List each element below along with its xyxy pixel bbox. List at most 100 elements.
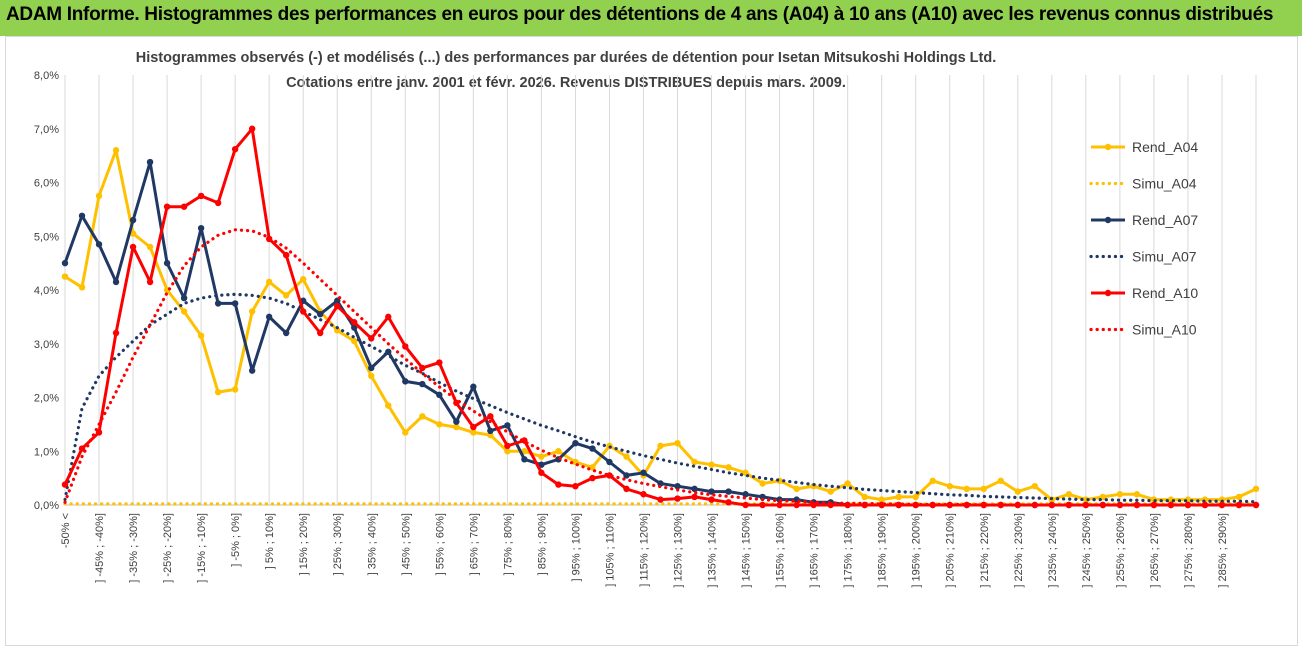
data-point	[419, 413, 426, 420]
data-point	[674, 439, 681, 447]
data-point	[776, 501, 783, 509]
legend-label: Rend_A07	[1132, 212, 1198, 228]
data-point	[657, 480, 664, 487]
chart-title: Histogrammes observés (-) et modélisés (…	[135, 50, 997, 66]
x-tick-label: ] 75% ; 80%]	[502, 513, 514, 575]
data-point	[725, 499, 732, 506]
data-point	[1065, 491, 1073, 498]
data-point	[214, 300, 222, 307]
legend-label: Simu_A07	[1132, 249, 1197, 265]
data-point	[351, 319, 358, 326]
data-point	[538, 469, 545, 476]
data-point	[112, 278, 120, 286]
data-point	[78, 284, 86, 291]
data-point	[1235, 493, 1243, 501]
data-point	[1048, 501, 1056, 509]
data-point	[1201, 501, 1209, 509]
data-point	[691, 485, 698, 493]
data-point	[61, 259, 69, 267]
data-point	[759, 501, 766, 509]
x-tick-label: ] 145% ; 150%]	[741, 513, 753, 588]
data-point	[436, 359, 443, 366]
x-tick-label: ] 125% ; 130%]	[673, 513, 685, 588]
data-point	[538, 453, 545, 460]
data-point	[470, 429, 477, 436]
data-point	[61, 481, 69, 488]
x-tick-label: ] 225% ; 230%]	[1013, 513, 1025, 588]
data-point	[674, 482, 681, 490]
x-tick-label: ] 215% ; 220%]	[979, 513, 991, 588]
data-point	[929, 477, 936, 485]
data-point	[368, 364, 375, 372]
x-tick-label: ] 265% ; 270%]	[1149, 513, 1161, 588]
legend-label: Rend_A10	[1132, 285, 1198, 301]
data-point	[1252, 501, 1260, 509]
data-point	[248, 308, 256, 315]
data-point	[368, 372, 375, 380]
legend-label: Simu_A10	[1132, 322, 1197, 338]
data-point	[248, 125, 256, 132]
data-point	[300, 308, 307, 315]
line-chart: 0,0% 1,0% 2,0% 3,0% 4,0% 5,0% 6,0% 7,0% 8,0% -50%…	[34, 70, 1260, 588]
data-point	[708, 496, 715, 503]
data-point	[214, 388, 222, 396]
data-point	[112, 147, 120, 154]
data-point	[385, 402, 392, 409]
data-point	[912, 493, 919, 501]
data-point	[129, 216, 137, 224]
data-point	[657, 496, 664, 503]
data-point	[1116, 501, 1124, 509]
data-point	[368, 335, 375, 342]
data-point	[129, 243, 137, 251]
data-point	[265, 313, 273, 321]
data-point	[1082, 496, 1090, 503]
data-point	[402, 343, 409, 350]
data-point	[793, 501, 800, 509]
legend-marker	[1104, 143, 1112, 151]
data-point	[589, 464, 596, 471]
x-tick-label: ] 35% ; 40%]	[366, 513, 378, 575]
data-point	[317, 310, 324, 318]
data-point	[997, 477, 1004, 485]
data-point	[146, 243, 154, 251]
data-point	[436, 391, 443, 399]
x-tick-label: ] 275% ; 280%]	[1183, 513, 1195, 588]
data-point	[146, 158, 154, 166]
data-point	[725, 464, 732, 471]
data-point	[606, 458, 613, 466]
data-point	[419, 364, 426, 372]
x-tick-label: ] -45% ; -40%]	[94, 513, 106, 583]
report-title: ADAM Informe. Histogrammes des performan…	[6, 4, 1274, 25]
data-point	[402, 429, 409, 436]
series-line-simu-a07	[63, 292, 1258, 504]
legend-marker	[1104, 216, 1112, 224]
data-point	[504, 442, 511, 450]
y-tick-label: 6,0%	[34, 178, 59, 190]
data-point	[725, 488, 732, 495]
data-point	[300, 276, 307, 283]
x-tick-label: ] 15% ; 20%]	[298, 513, 310, 575]
data-point	[231, 386, 239, 393]
data-point	[657, 442, 664, 450]
x-tick-label: ] 5% ; 10%]	[264, 513, 276, 569]
data-point	[504, 448, 511, 455]
data-point	[691, 458, 698, 466]
data-point	[1133, 491, 1141, 498]
data-point	[334, 297, 341, 304]
data-point	[197, 224, 205, 232]
x-tick-label: ] 185% ; 190%]	[877, 513, 889, 588]
x-tick-label: ] 285% ; 290%]	[1217, 513, 1229, 588]
data-point	[163, 203, 171, 210]
x-tick-label: ] 105% ; 110%]	[604, 513, 616, 587]
x-tick-label: ] 55% ; 60%]	[434, 513, 446, 575]
x-tick-label: ] 135% ; 140%]	[707, 513, 719, 588]
data-point	[1133, 501, 1141, 509]
data-point	[827, 488, 834, 495]
data-point	[589, 474, 596, 482]
x-tick-label: -50% <	[60, 513, 72, 548]
data-point	[555, 448, 562, 455]
data-point	[470, 383, 477, 390]
data-point	[589, 445, 596, 452]
data-point	[1031, 482, 1039, 490]
y-tick-label: 8,0%	[34, 70, 59, 82]
